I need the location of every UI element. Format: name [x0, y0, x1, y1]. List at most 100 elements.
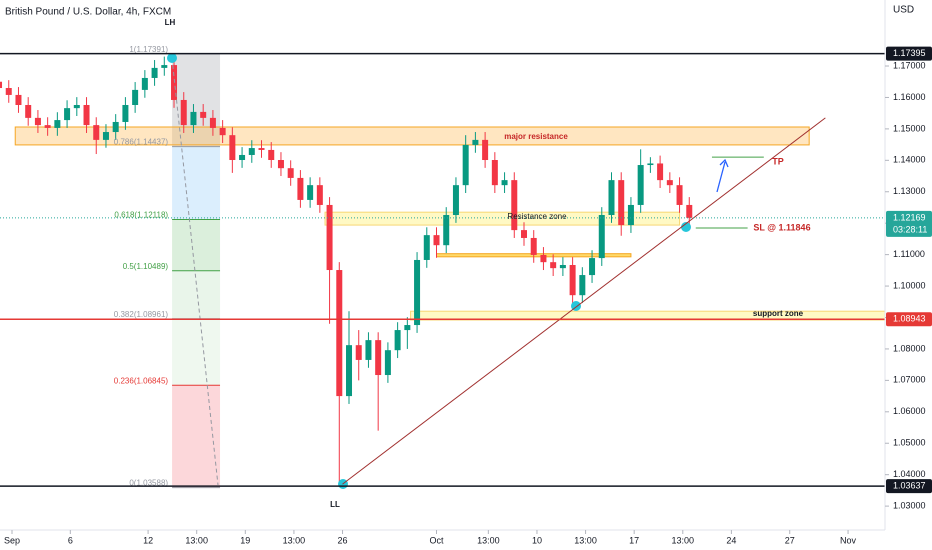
y-tick-label: 1.04000	[893, 469, 926, 479]
candle-body	[171, 65, 178, 100]
fib-zone	[172, 146, 221, 220]
x-tick-label: 27	[785, 535, 795, 545]
candle-body	[200, 111, 207, 118]
chart-title: British Pound / U.S. Dollar, 4h, FXCM	[5, 7, 171, 18]
fib-label: 0.5(1.10489)	[123, 262, 169, 271]
candle-body	[5, 88, 12, 95]
annotation: LL	[330, 500, 340, 509]
y-tick-label: 1.13000	[893, 186, 926, 196]
x-tick-label: 10	[532, 535, 542, 545]
candle-body	[647, 163, 654, 166]
candle-body	[44, 125, 51, 128]
x-tick-label: 13:00	[672, 535, 695, 545]
y-tick-label: 1.07000	[893, 375, 926, 385]
candle-body	[112, 121, 119, 133]
candle-body	[248, 148, 255, 155]
price-label-box	[886, 479, 932, 494]
candle-body	[93, 125, 100, 140]
candle-body	[277, 160, 284, 169]
y-tick-label: 1.08000	[893, 343, 926, 353]
candle-body	[83, 104, 90, 126]
candle-body	[618, 180, 625, 226]
candle-body	[307, 185, 314, 200]
candle-body	[132, 89, 139, 105]
candle-body	[521, 230, 528, 238]
candle-body	[452, 185, 459, 216]
fib-label: 0.382(1.08961)	[114, 310, 169, 319]
fib-zone	[172, 270, 221, 319]
zone-label: major resistance	[504, 132, 568, 141]
candle-body	[141, 77, 148, 90]
fib-label: 0.618(1.12118)	[114, 211, 168, 220]
x-tick-label: Nov	[840, 535, 857, 545]
arrow	[716, 161, 726, 193]
candle-body	[482, 139, 489, 161]
candle-body	[637, 165, 644, 205]
fib-zone	[172, 318, 221, 386]
candle-body	[559, 265, 566, 269]
marker	[167, 53, 177, 63]
candle-body	[462, 144, 469, 186]
y-tick-label: 1.15000	[893, 123, 926, 133]
candle-body	[102, 132, 109, 140]
sl-label: SL @ 1.11846	[753, 222, 810, 232]
fib-diagonal	[171, 57, 219, 486]
candle-body	[73, 104, 80, 109]
background-layer	[14, 53, 886, 489]
candle-body	[122, 104, 129, 122]
fib-label: 0(1.03588)	[129, 479, 168, 488]
y-tick-label: 1.05000	[893, 438, 926, 448]
arrow-head	[719, 158, 729, 168]
marker	[681, 222, 691, 232]
candle-body	[25, 104, 32, 118]
candle-body	[423, 235, 430, 260]
y-tick-label: 1.16000	[893, 92, 926, 102]
candle-body	[297, 177, 304, 200]
candle-body	[666, 180, 673, 186]
candle-body	[589, 258, 596, 276]
candle-body	[268, 149, 275, 161]
candle-body	[326, 204, 333, 271]
candle-body	[394, 330, 401, 351]
fib-label: 0.236(1.06845)	[114, 376, 169, 385]
current-price-box	[886, 210, 932, 237]
candle-body	[64, 108, 71, 121]
x-tick-label: 24	[726, 535, 736, 545]
candle-body	[472, 139, 479, 145]
y-tick-label: 1.10000	[893, 280, 926, 290]
candle-body	[569, 265, 576, 296]
candle-body	[598, 215, 605, 259]
candle-body	[180, 99, 187, 126]
candle-body	[0, 81, 3, 89]
candle-body	[384, 350, 391, 376]
candle-body	[414, 259, 421, 326]
zone	[14, 126, 810, 146]
y-tick-label: 1.11000	[893, 249, 925, 259]
candle-body	[258, 148, 265, 150]
countdown: 03:28:11	[893, 224, 927, 234]
y-tick-label: 1.17000	[893, 60, 926, 70]
candle-body	[316, 185, 323, 205]
zone-label: support zone	[753, 309, 804, 318]
y-tick-label: 1.03000	[893, 500, 926, 510]
candle-body	[627, 204, 634, 226]
candle-body	[229, 135, 236, 161]
fib-label: 0.786(1.14437)	[114, 138, 169, 147]
price-label: 1.08943	[893, 314, 926, 324]
candle-body	[151, 67, 158, 78]
x-tick-label: 13:00	[283, 535, 306, 545]
annotation: LH	[165, 18, 176, 27]
current-price-label: 1.12169	[893, 212, 926, 222]
x-tick-label: 6	[68, 535, 73, 545]
zone	[324, 211, 681, 226]
zone-label: Resistance zone	[507, 212, 567, 221]
fib-zone	[172, 385, 221, 488]
candle-body	[336, 270, 343, 397]
candle-body	[219, 127, 226, 136]
candle-body	[287, 168, 294, 178]
candle-body	[443, 215, 450, 246]
candle-body	[511, 180, 518, 231]
candle-body	[209, 117, 216, 128]
currency: USD	[893, 5, 914, 16]
